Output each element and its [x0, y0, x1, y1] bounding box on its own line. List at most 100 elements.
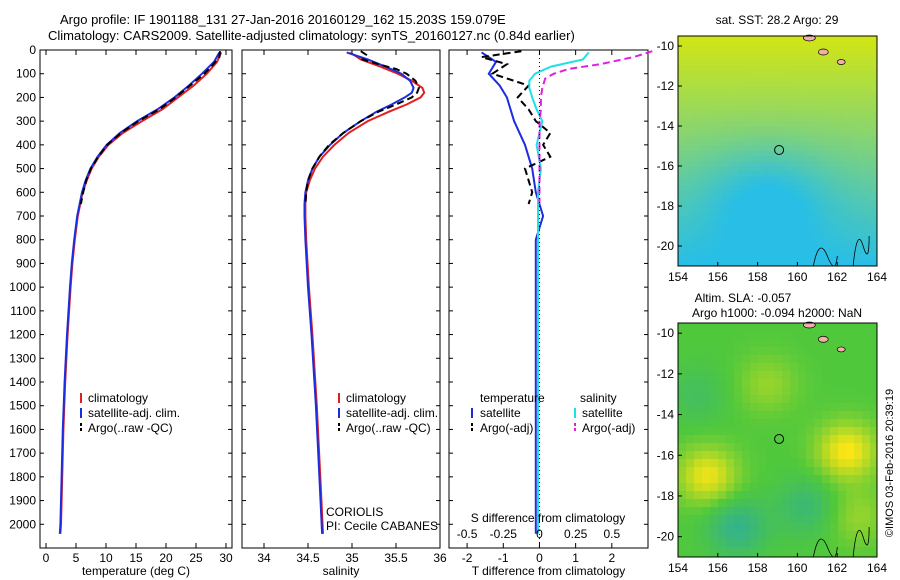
sla-map-cell — [718, 403, 727, 412]
sst-map-cell — [683, 136, 689, 142]
sla-map-cell — [862, 467, 871, 476]
sst-map-cell — [693, 91, 699, 97]
sla-map-cell — [766, 467, 775, 476]
sst-map-cell — [853, 226, 859, 232]
sst-map-cell — [713, 256, 719, 262]
sla-map-cell — [766, 523, 775, 532]
sla-map-cell — [750, 395, 759, 404]
temperature-xtick-label: 15 — [129, 551, 143, 565]
sst-map-cell — [738, 116, 744, 122]
difference-series-3 — [538, 50, 653, 205]
sst-map-cell — [748, 236, 754, 242]
sst-map-cell — [758, 226, 764, 232]
sst-map-cell — [693, 246, 699, 252]
sst-map-cell — [708, 216, 714, 222]
sst-map-cell — [748, 61, 754, 67]
sst-map-cell — [813, 131, 819, 137]
sst-map-cell — [818, 216, 824, 222]
sst-map-cell — [708, 51, 714, 57]
sla-map-cell — [782, 499, 791, 508]
sst-map-cell — [718, 216, 724, 222]
island-shape — [836, 346, 846, 353]
island-shape — [817, 48, 829, 56]
sst-map-cell — [798, 86, 804, 92]
sla-map-cell — [726, 355, 735, 364]
sst-map-cell — [698, 216, 704, 222]
sst-map-cell — [808, 46, 814, 52]
sst-map-cell — [748, 211, 754, 217]
sla-map-cell — [726, 403, 735, 412]
sst-map-cell — [743, 176, 749, 182]
sst-map-cell — [858, 196, 864, 202]
sst-map-cell — [868, 226, 874, 232]
sla-map-cell — [742, 475, 751, 484]
sst-map-cell — [803, 151, 809, 157]
legend-label: climatology — [88, 391, 148, 405]
sla-map-cell — [822, 379, 831, 388]
sst-map-cell — [738, 201, 744, 207]
sst-map-cell — [738, 176, 744, 182]
sst-map-cell — [798, 76, 804, 82]
sst-map-cell — [813, 166, 819, 172]
sla-map-ytick-label: -14 — [657, 408, 675, 422]
sla-map-cell — [862, 323, 871, 332]
sst-map-cell — [723, 111, 729, 117]
sst-map-cell — [843, 101, 849, 107]
sst-map-cell — [758, 46, 764, 52]
sla-map-cell — [686, 339, 695, 348]
sla-map-cell — [846, 411, 855, 420]
sst-map-cell — [828, 121, 834, 127]
sst-map-cell — [683, 251, 689, 257]
sst-map-cell — [713, 106, 719, 112]
sla-map-cell — [838, 499, 847, 508]
sst-map-cell — [848, 166, 854, 172]
sst-map-cell — [808, 66, 814, 72]
sla-map-cell — [774, 523, 783, 532]
sst-map-cell — [723, 151, 729, 157]
sst-map-cell — [793, 106, 799, 112]
sst-map-cell — [843, 56, 849, 62]
sst-map-cell — [768, 121, 774, 127]
sst-map-cell — [718, 206, 724, 212]
sla-map-cell — [766, 475, 775, 484]
sla-map-cell — [750, 419, 759, 428]
sla-map-cell — [718, 539, 727, 548]
sst-map-cell — [683, 81, 689, 87]
sst-map-cell — [698, 66, 704, 72]
sla-map-cell — [742, 523, 751, 532]
sst-map-cell — [763, 211, 769, 217]
sst-map-cell — [728, 156, 734, 162]
sst-map-cell — [738, 76, 744, 82]
sst-map-cell — [833, 56, 839, 62]
sst-map-cell — [728, 56, 734, 62]
sla-map-cell — [750, 443, 759, 452]
sla-map-cell — [782, 339, 791, 348]
sst-map-cell — [738, 126, 744, 132]
sst-map-cell — [813, 186, 819, 192]
sst-map-cell — [853, 81, 859, 87]
sst-map-cell — [763, 176, 769, 182]
sst-map-cell — [748, 231, 754, 237]
sla-map-cell — [854, 499, 863, 508]
sst-map-cell — [863, 86, 869, 92]
sst-map-cell — [713, 66, 719, 72]
legend-label: Argo(-adj) — [480, 421, 533, 435]
sla-map-cell — [814, 331, 823, 340]
sst-map-cell — [788, 256, 794, 262]
sla-map-cell — [798, 459, 807, 468]
sst-map-cell — [813, 41, 819, 47]
sst-map-cell — [828, 211, 834, 217]
sst-map-cell — [698, 141, 704, 147]
sst-map-cell — [793, 111, 799, 117]
sla-map-cell — [758, 323, 767, 332]
sst-map-cell — [798, 96, 804, 102]
sst-map-cell — [723, 181, 729, 187]
sst-map-cell — [818, 246, 824, 252]
sst-map-cell — [688, 111, 694, 117]
sst-map-cell — [848, 56, 854, 62]
sla-map-cell — [742, 347, 751, 356]
sla-map-cell — [822, 483, 831, 492]
sst-map-cell — [773, 136, 779, 142]
sst-map-cell — [718, 131, 724, 137]
sst-map-cell — [798, 256, 804, 262]
